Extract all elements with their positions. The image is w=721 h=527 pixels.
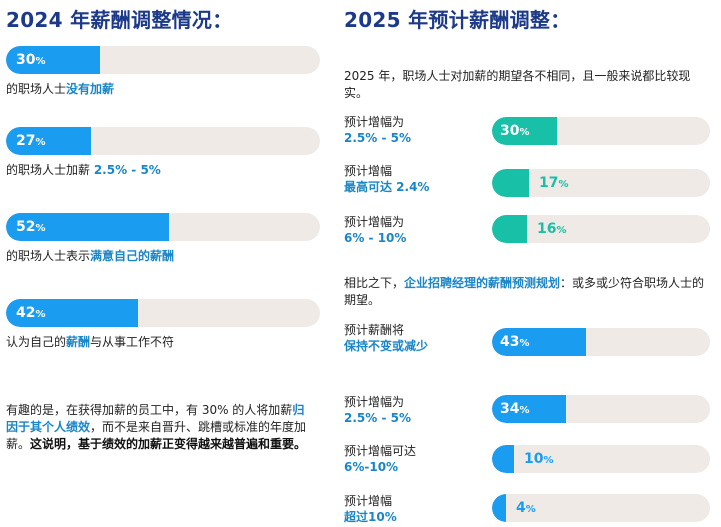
bar-fill: [6, 213, 169, 241]
expectation-bar-6-10: 16%: [492, 215, 710, 243]
stat-value: 52%: [16, 219, 46, 235]
forecast-bar-flat: 43%: [492, 328, 710, 356]
insight-paragraph: 有趣的是，在获得加薪的员工中，有 30% 的人将加薪归因于其个人绩效，而不是来自…: [6, 403, 307, 451]
bar-value: 30%: [500, 123, 530, 139]
bar-fill: [6, 46, 100, 74]
forecast-bar-6-10: 10%: [492, 445, 710, 473]
bar-fill: [492, 117, 557, 145]
bar-value: 17%: [539, 175, 569, 191]
stat-value: 27%: [16, 133, 46, 149]
stat-bar-raise-2-5: 27%: [6, 127, 320, 155]
stat-caption: 的职场人士没有加薪: [6, 82, 115, 96]
comparison-paragraph: 相比之下，企业招聘经理的薪酬预测规划：或多或少符合职场人士的期望。: [344, 276, 705, 307]
stat-bar-mismatch: 42%: [6, 299, 320, 327]
right-title: 2025 年预计薪酬调整：: [344, 8, 571, 32]
bar-value: 16%: [537, 221, 567, 237]
bar-fill: [492, 445, 514, 473]
bar-fill: [492, 395, 566, 423]
expectation-label: 预计增幅为 2.5% - 5%: [344, 115, 411, 145]
bar-value: 10%: [524, 451, 554, 467]
bar-fill: [492, 169, 529, 197]
stat-value: 30%: [16, 52, 46, 68]
bar-value: 4%: [516, 500, 536, 516]
forecast-bar-2-5: 34%: [492, 395, 710, 423]
bar-fill: [6, 127, 91, 155]
stat-caption: 的职场人士加薪 2.5% - 5%: [6, 163, 161, 177]
bar-value: 43%: [500, 334, 530, 350]
stat-bar-satisfied: 52%: [6, 213, 320, 241]
forecast-label: 预计增幅为 2.5% - 5%: [344, 395, 411, 425]
expectation-bar-upto-2-4: 17%: [492, 169, 710, 197]
stat-caption: 的职场人士表示满意自己的薪酬: [6, 249, 175, 263]
bar-fill: [492, 494, 506, 522]
expectation-bar-2-5: 30%: [492, 117, 710, 145]
forecast-label: 预计薪酬将 保持不变或减少: [344, 323, 429, 353]
forecast-bar-over-10: 4%: [492, 494, 710, 522]
expectation-label: 预计增幅为 6% - 10%: [344, 215, 407, 245]
bar-fill: [492, 328, 586, 356]
stat-caption: 认为自己的薪酬与从事工作不符: [6, 335, 175, 349]
expectation-label: 预计增幅 最高可达 2.4%: [344, 164, 430, 194]
bar-fill: [6, 299, 138, 327]
forecast-label: 预计增幅 超过10%: [344, 494, 397, 524]
stat-bar-no-raise: 30%: [6, 46, 320, 74]
bar-value: 34%: [500, 401, 530, 417]
forecast-label: 预计增幅可达 6%-10%: [344, 444, 417, 474]
intro-paragraph: 2025 年，职场人士对加薪的期望各不相同，且一般来说都比较现实。: [344, 69, 691, 100]
stat-value: 42%: [16, 305, 46, 321]
left-title: 2024 年薪酬调整情况：: [6, 8, 233, 32]
bar-fill: [492, 215, 527, 243]
